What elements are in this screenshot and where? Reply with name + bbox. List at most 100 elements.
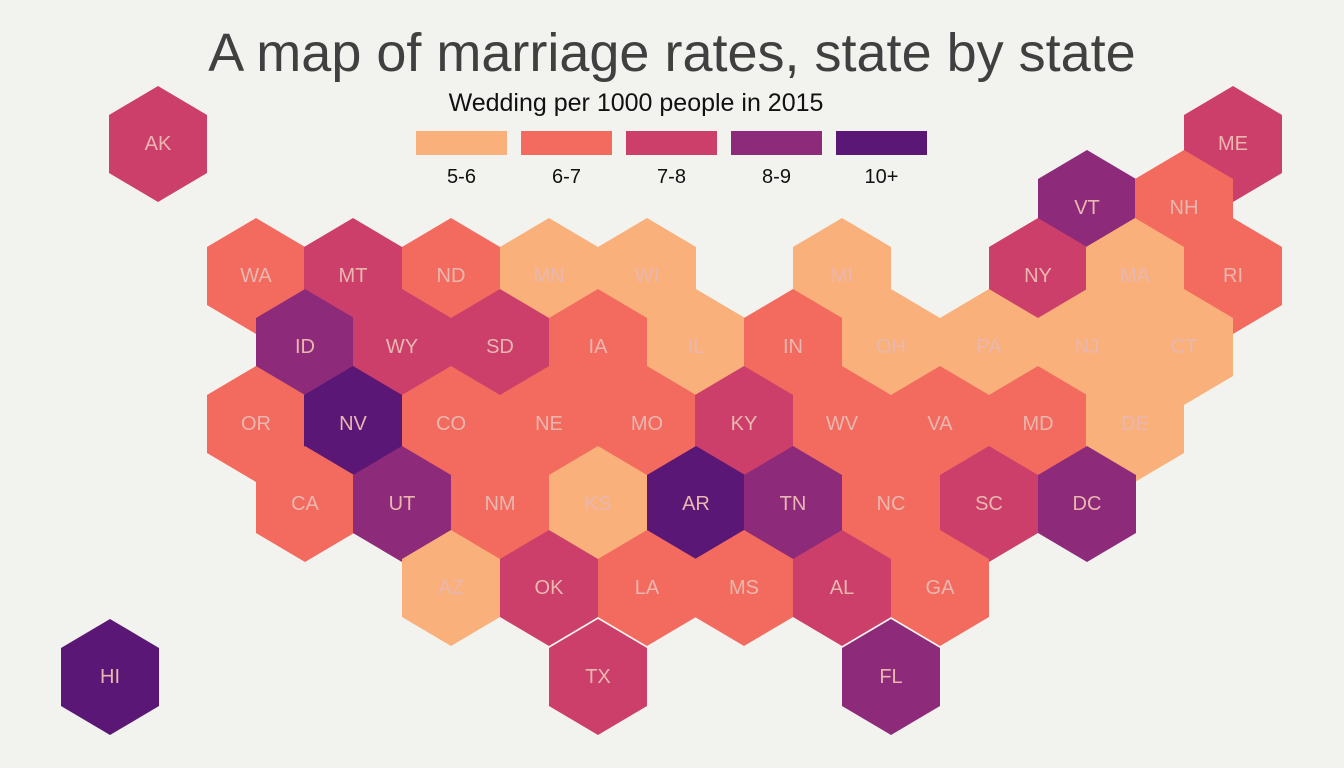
state-hex-az [402,530,500,646]
state-label-ri: RI [1223,265,1243,287]
legend-label-5-6: 5-6 [447,166,476,188]
state-tile-tn: TN [744,446,842,562]
state-label-vt: VT [1074,197,1100,219]
state-tile-or: OR [207,366,305,482]
state-hex-fl [842,619,940,735]
state-label-ak: AK [145,133,172,155]
state-hex-or [207,366,305,482]
legend-swatch-7-8 [626,131,717,155]
state-tile-mo: MO [598,366,696,482]
state-tile-ne: NE [500,366,598,482]
state-label-ca: CA [291,493,319,515]
legend-swatch-6-7 [521,131,612,155]
state-tile-ca: CA [256,446,354,562]
state-hex-wy [353,289,451,405]
state-hex-nc [842,446,940,562]
state-hex-ne [500,366,598,482]
state-hex-md [989,366,1087,482]
state-hex-in [744,289,842,405]
state-tile-hi: HI [61,619,159,735]
state-tile-ga: GA [891,530,989,646]
state-label-md: MD [1022,413,1053,435]
state-tile-oh: OH [842,289,940,405]
state-tile-il: IL [647,289,745,405]
state-label-wv: WV [826,413,859,435]
state-hex-tn [744,446,842,562]
state-hex-dc [1038,446,1136,562]
state-label-wy: WY [386,336,418,358]
state-tile-fl: FL [842,619,940,735]
state-tile-ky: KY [695,366,793,482]
state-tile-tx: TX [549,619,647,735]
state-tile-ks: KS [549,446,647,562]
state-hex-ky [695,366,793,482]
state-label-hi: HI [100,666,120,688]
state-label-ok: OK [535,577,565,599]
state-tile-nm: NM [451,446,549,562]
state-label-id: ID [295,336,315,358]
legend-swatch-5-6 [416,131,507,155]
state-hex-pa [940,289,1038,405]
state-hex-oh [842,289,940,405]
state-label-mt: MT [339,265,368,287]
state-hex-ca [256,446,354,562]
state-label-oh: OH [876,336,906,358]
state-hex-nj [1038,289,1136,405]
state-label-nm: NM [484,493,515,515]
state-tile-ms: MS [695,530,793,646]
state-tile-ia: IA [549,289,647,405]
state-label-de: DE [1121,413,1149,435]
state-hex-al [793,530,891,646]
state-label-me: ME [1218,133,1248,155]
state-label-ma: MA [1120,265,1151,287]
state-hex-wv [793,366,891,482]
state-label-dc: DC [1073,493,1102,515]
state-label-la: LA [635,577,660,599]
state-tile-sd: SD [451,289,549,405]
state-label-nd: ND [437,265,466,287]
state-hex-la [598,530,696,646]
legend-label-8-9: 8-9 [762,166,791,188]
state-tile-md: MD [989,366,1087,482]
state-tile-va: VA [891,366,989,482]
state-hex-ar [647,446,745,562]
state-label-wa: WA [240,265,272,287]
state-label-pa: PA [976,336,1002,358]
state-label-va: VA [927,413,953,435]
legend-label-10-plus: 10+ [864,166,899,188]
state-hex-hi [61,619,159,735]
state-label-ut: UT [389,493,416,515]
state-label-sd: SD [486,336,514,358]
state-tile-de: DE [1086,366,1184,482]
state-label-co: CO [436,413,466,435]
state-label-mn: MN [533,265,564,287]
state-hex-va [891,366,989,482]
state-hex-il [647,289,745,405]
state-tile-az: AZ [402,530,500,646]
state-label-ky: KY [731,413,758,435]
legend-label-6-7: 6-7 [552,166,581,188]
state-hex-ok [500,530,598,646]
state-label-ar: AR [682,493,710,515]
state-tile-nj: NJ [1038,289,1136,405]
map-title: A map of marriage rates, state by state [208,23,1136,83]
state-tile-ct: CT [1135,289,1233,405]
state-label-or: OR [241,413,271,435]
state-label-wi: WI [635,265,659,287]
state-label-in: IN [783,336,803,358]
state-label-ct: CT [1171,336,1198,358]
state-label-tn: TN [780,493,807,515]
state-label-tx: TX [585,666,611,688]
state-hex-ks [549,446,647,562]
state-hex-nv [304,366,402,482]
state-tile-sc: SC [940,446,1038,562]
state-hex-sd [451,289,549,405]
state-label-ms: MS [729,577,759,599]
state-label-mo: MO [631,413,663,435]
state-tile-al: AL [793,530,891,646]
state-label-ne: NE [535,413,563,435]
state-tile-dc: DC [1038,446,1136,562]
state-label-il: IL [688,336,705,358]
state-label-ia: IA [589,336,609,358]
